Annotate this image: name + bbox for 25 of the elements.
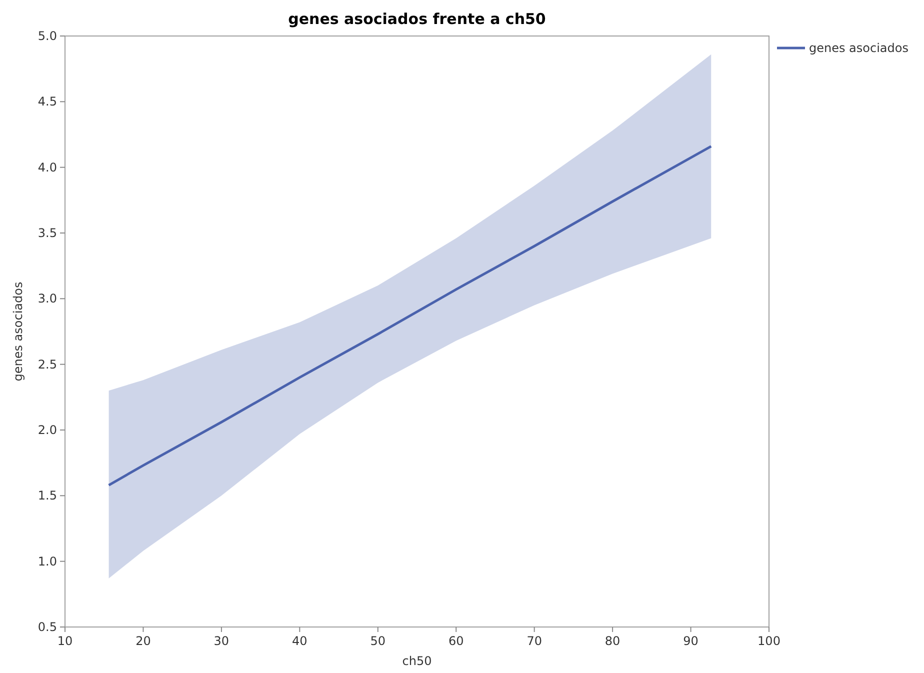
x-tick-label: 70 [526, 634, 542, 648]
x-axis-title: ch50 [402, 654, 432, 668]
x-tick-label: 40 [292, 634, 308, 648]
y-tick-label: 2.0 [38, 423, 57, 437]
x-tick-label: 60 [448, 634, 464, 648]
y-tick-label: 2.5 [38, 357, 57, 372]
line-series [108, 145, 712, 486]
y-tick-label: 4.5 [38, 94, 57, 109]
y-tick-label: 1.0 [38, 554, 57, 568]
x-tick-label: 80 [604, 634, 620, 648]
y-axis-title: genes asociados [11, 282, 25, 382]
x-tick-label: 90 [683, 634, 698, 648]
x-tick-label: 10 [57, 634, 73, 648]
x-tick-label: 50 [370, 634, 386, 648]
chart-title: genes asociados frente a ch50 [288, 10, 546, 28]
x-tick-label: 20 [136, 634, 151, 648]
legend-label: genes asociados [809, 41, 908, 55]
y-tick-label: 3.5 [38, 226, 57, 240]
y-tick-label: 3.0 [38, 292, 57, 306]
y-tick-label: 0.5 [38, 620, 57, 634]
y-tick-label: 4.0 [38, 160, 57, 174]
y-tick-label: 5.0 [38, 29, 57, 43]
x-tick-label: 30 [214, 634, 230, 648]
y-tick-label: 1.5 [38, 488, 57, 503]
x-tick-label: 100 [758, 634, 780, 648]
